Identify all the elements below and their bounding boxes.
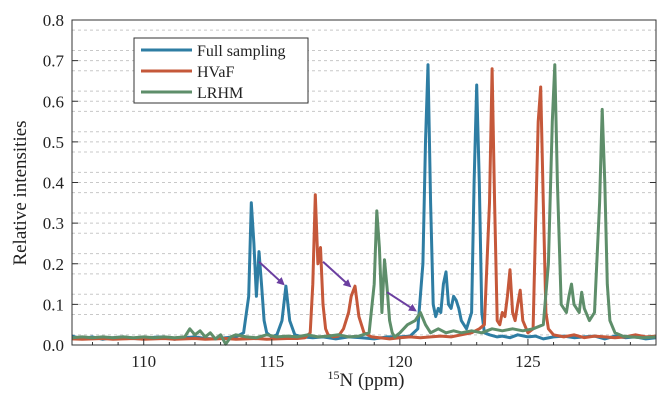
annotation-arrow [258, 260, 285, 286]
y-tick-label: 0.2 [43, 255, 64, 274]
x-tick-label: 115 [259, 352, 284, 371]
series-line-lrhm [71, 63, 657, 346]
y-tick-label: 0.3 [43, 214, 64, 233]
x-axis-title: 15N (ppm) [328, 368, 405, 391]
x-tick-label: 120 [387, 352, 413, 371]
y-tick-label: 0.8 [43, 11, 64, 30]
legend: Full sampling HVaF LRHM [133, 37, 309, 104]
y-tick-label: 0.0 [43, 336, 64, 355]
y-axis-ticks: 0.0 0.1 0.2 0.3 0.4 0.5 0.6 0.7 0.8 [43, 11, 656, 355]
y-tick-label: 0.7 [43, 52, 65, 71]
x-axis-title-superscript: 15 [328, 368, 340, 382]
y-tick-label: 0.4 [43, 174, 65, 193]
annotation-layer [258, 260, 417, 312]
annotation-arrow [322, 260, 352, 288]
legend-label-hvaf: HVaF [197, 64, 234, 81]
x-axis-ticks: 110 115 120 125 [91, 339, 657, 371]
legend-label-lrhm: LRHM [197, 85, 243, 102]
legend-label-full-sampling: Full sampling [197, 43, 285, 60]
y-tick-label: 0.5 [43, 133, 64, 152]
y-tick-label: 0.6 [43, 92, 64, 111]
series-layer [71, 63, 657, 346]
y-axis-title: Relative intensities [10, 120, 31, 265]
y-tick-label: 0.1 [43, 295, 64, 314]
x-tick-label: 125 [515, 352, 541, 371]
annotation-arrow [386, 291, 417, 312]
x-axis-title-main: N (ppm) [340, 370, 405, 391]
x-tick-label: 110 [131, 352, 156, 371]
